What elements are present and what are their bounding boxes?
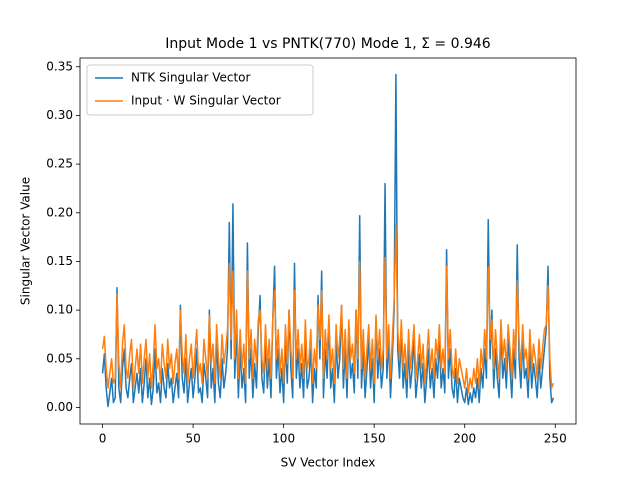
x-axis-label: SV Vector Index <box>281 456 376 470</box>
y-tick-label: 0.20 <box>46 205 73 219</box>
legend-label: NTK Singular Vector <box>131 71 251 85</box>
y-axis-label: Singular Vector Value <box>19 177 33 305</box>
x-tick-label: 0 <box>99 432 107 446</box>
chart-title: Input Mode 1 vs PNTK(770) Mode 1, Σ = 0.… <box>165 36 490 52</box>
x-tick-label: 100 <box>272 432 295 446</box>
x-tick-label: 200 <box>453 432 476 446</box>
legend-label: Input · W Singular Vector <box>131 94 281 108</box>
y-tick-label: 0.10 <box>46 303 73 317</box>
line-series <box>101 224 555 394</box>
y-tick-label: 0.25 <box>46 157 73 171</box>
plot-frame <box>79 57 577 425</box>
x-tick-label: 50 <box>185 432 200 446</box>
y-tick-label: 0.00 <box>46 400 73 414</box>
y-tick-label: 0.35 <box>46 59 73 73</box>
y-tick-label: 0.15 <box>46 254 73 268</box>
legend-box <box>86 64 314 116</box>
x-tick-label: 250 <box>544 432 567 446</box>
x-tick-label: 150 <box>363 432 386 446</box>
y-tick-label: 0.30 <box>46 108 73 122</box>
y-tick-label: 0.05 <box>46 351 73 365</box>
